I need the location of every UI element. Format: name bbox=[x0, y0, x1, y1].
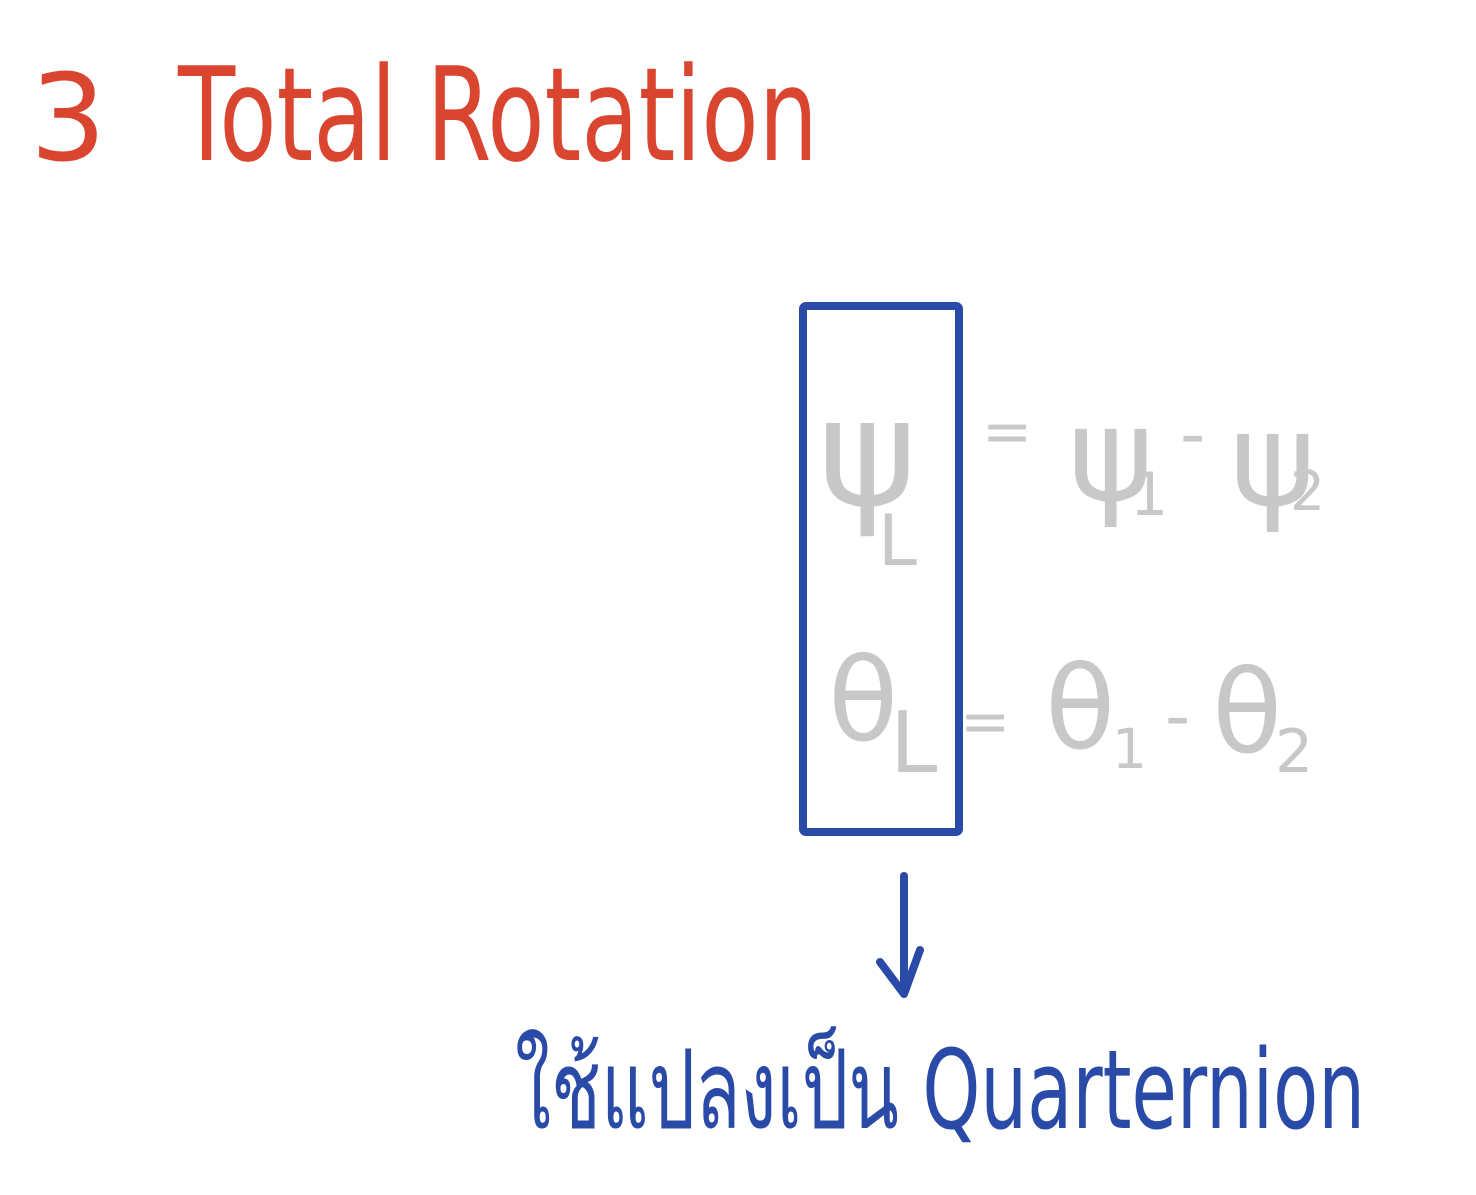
theta-term2-symbol: θ bbox=[1212, 646, 1282, 780]
down-arrow-icon bbox=[876, 872, 924, 998]
psi-equals: = bbox=[982, 397, 1032, 467]
psi-term1-symbol: ψ bbox=[1068, 379, 1154, 531]
psi-term1-subscript: 1 bbox=[1130, 460, 1168, 530]
psi-lhs-symbol: ψ bbox=[818, 367, 917, 541]
theta-term1-subscript: 1 bbox=[1112, 717, 1147, 781]
theta-equation: θ L = θ 1 - θ 2 bbox=[828, 634, 1313, 793]
theta-term2-subscript: 2 bbox=[1275, 717, 1313, 787]
theta-lhs-symbol: θ bbox=[828, 634, 898, 768]
highlight-box bbox=[799, 302, 963, 836]
psi-term2-symbol: ψ bbox=[1230, 384, 1316, 536]
theta-minus: - bbox=[1165, 675, 1190, 757]
psi-equation: ψ L = ψ 1 - ψ 2 bbox=[818, 367, 1325, 582]
psi-term2-subscript: 2 bbox=[1290, 459, 1325, 523]
annotation-text: ใช้แปลงเป็น Quarternion bbox=[515, 1025, 1365, 1154]
heading-number: 3 bbox=[30, 50, 106, 189]
heading: 3 Total Rotation bbox=[30, 39, 818, 191]
psi-lhs-subscript: L bbox=[878, 500, 917, 582]
theta-term1-symbol: θ bbox=[1045, 642, 1115, 776]
theta-lhs-subscript: L bbox=[890, 694, 937, 793]
psi-minus: - bbox=[1180, 393, 1205, 475]
heading-title: Total Rotation bbox=[177, 39, 818, 191]
theta-equals: = bbox=[960, 687, 1010, 757]
